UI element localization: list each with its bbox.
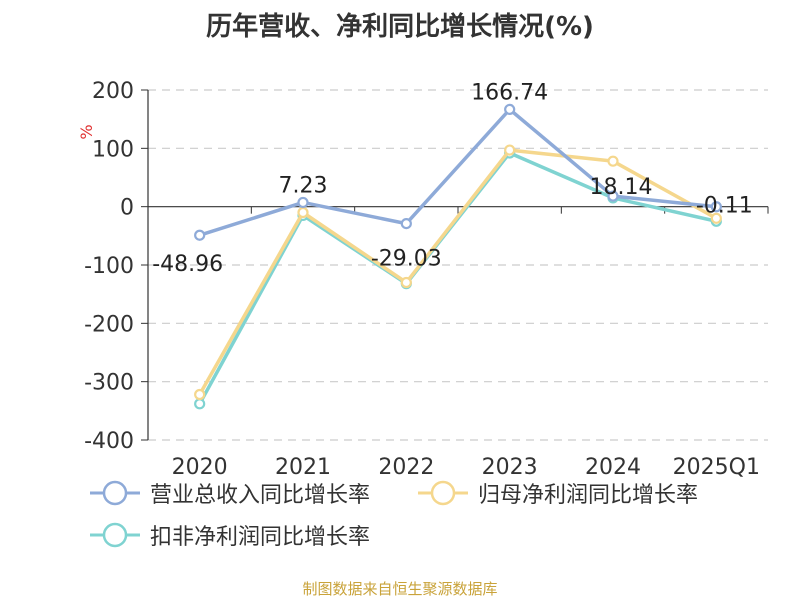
y-tick-label: -400 — [84, 429, 134, 454]
legend-item-deducted-profit[interactable]: 扣非净利润同比增长率 — [90, 520, 370, 550]
y-tick-label: -100 — [84, 254, 134, 279]
series-lines — [194, 103, 722, 410]
axes: 200 100 0 -100 -200 -300 -400 2020 2021 2022 2023 2… — [77, 79, 769, 480]
data-source-note: 制图数据来自恒生聚源数据库 — [302, 580, 498, 598]
data-label: 166.74 — [471, 80, 548, 105]
data-label: 7.23 — [279, 173, 328, 198]
x-tick-label: 2024 — [585, 455, 641, 480]
legend-label-revenue: 营业总收入同比增长率 — [150, 483, 371, 508]
data-labels: -48.96 7.23 -29.03 166.74 18.14 -0.11 — [152, 80, 753, 277]
x-tick-label: 2022 — [378, 455, 434, 480]
legend-item-net-profit[interactable]: 归母净利润同比增长率 — [418, 478, 698, 508]
data-point — [194, 388, 206, 401]
y-axis-unit: % — [77, 124, 96, 139]
legend-marker-net-profit — [418, 480, 468, 506]
legend-marker-deducted-profit — [90, 522, 140, 548]
legend-marker-revenue — [90, 480, 140, 506]
data-label: -0.11 — [696, 194, 753, 219]
data-label: 18.14 — [590, 175, 653, 200]
data-point — [710, 201, 722, 213]
x-tick-label: 2025Q1 — [673, 455, 760, 480]
y-tick-label: -200 — [84, 312, 134, 337]
data-point — [194, 398, 206, 410]
legend-item-revenue[interactable]: 营业总收入同比增长率 — [90, 478, 370, 508]
y-tick-label: 0 — [120, 196, 134, 221]
x-tick-label: 2020 — [172, 455, 228, 480]
y-tick-label: -300 — [84, 371, 134, 396]
legend-label-deducted-profit: 扣非净利润同比增长率 — [150, 525, 371, 550]
data-point — [710, 212, 722, 224]
data-point — [194, 229, 206, 241]
data-label: -48.96 — [152, 252, 223, 277]
y-tick-label: 100 — [92, 137, 134, 162]
data-point — [400, 276, 412, 289]
data-point — [297, 206, 309, 219]
grid-lines — [148, 89, 768, 441]
data-point — [400, 218, 412, 230]
data-label: -29.03 — [371, 247, 442, 272]
y-tick-label: 200 — [92, 79, 134, 104]
series-line-net_profit — [198, 148, 718, 396]
data-point — [297, 196, 309, 209]
series-line-revenue — [199, 107, 717, 237]
x-tick-label: 2023 — [482, 455, 538, 480]
chart-title: 历年营收、净利同比增长情况(%) — [206, 12, 594, 42]
legend-label-net-profit: 归母净利润同比增长率 — [478, 483, 699, 508]
data-point — [607, 155, 619, 167]
data-point — [607, 190, 619, 202]
data-point — [504, 144, 516, 156]
x-tick-label: 2021 — [275, 455, 331, 480]
data-point — [504, 103, 516, 116]
